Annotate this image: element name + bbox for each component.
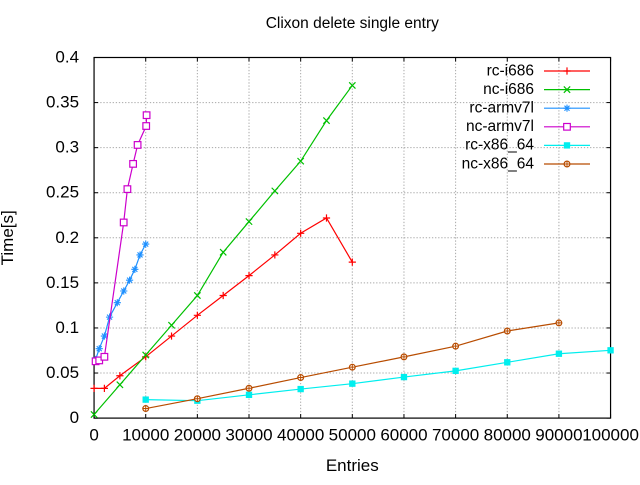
svg-text:100000: 100000 (582, 426, 639, 445)
svg-text:30000: 30000 (225, 426, 272, 445)
svg-text:rc-armv7l: rc-armv7l (469, 100, 534, 117)
svg-text:nc-armv7l: nc-armv7l (466, 118, 534, 135)
svg-text:40000: 40000 (277, 426, 324, 445)
svg-text:0.2: 0.2 (55, 228, 79, 247)
svg-text:Time[s]: Time[s] (0, 210, 17, 265)
svg-text:0.25: 0.25 (46, 183, 79, 202)
svg-text:Clixon delete single entry: Clixon delete single entry (266, 15, 439, 32)
svg-text:0.3: 0.3 (55, 138, 79, 157)
svg-text:0.35: 0.35 (46, 93, 79, 112)
svg-text:rc-i686: rc-i686 (487, 62, 534, 79)
svg-text:0.1: 0.1 (55, 318, 79, 337)
svg-text:Entries: Entries (326, 456, 379, 475)
svg-text:rc-x86_64: rc-x86_64 (465, 137, 534, 154)
svg-text:0.4: 0.4 (55, 48, 79, 67)
svg-text:nc-i686: nc-i686 (483, 81, 534, 98)
svg-text:0: 0 (89, 426, 98, 445)
svg-text:90000: 90000 (535, 426, 582, 445)
svg-text:10000: 10000 (122, 426, 169, 445)
svg-text:0.15: 0.15 (46, 273, 79, 292)
svg-text:70000: 70000 (432, 426, 479, 445)
svg-text:nc-x86_64: nc-x86_64 (462, 155, 535, 172)
svg-text:50000: 50000 (329, 426, 376, 445)
svg-text:0.05: 0.05 (46, 363, 79, 382)
svg-text:60000: 60000 (380, 426, 427, 445)
svg-text:80000: 80000 (484, 426, 531, 445)
svg-text:20000: 20000 (174, 426, 221, 445)
svg-text:0: 0 (70, 408, 79, 427)
